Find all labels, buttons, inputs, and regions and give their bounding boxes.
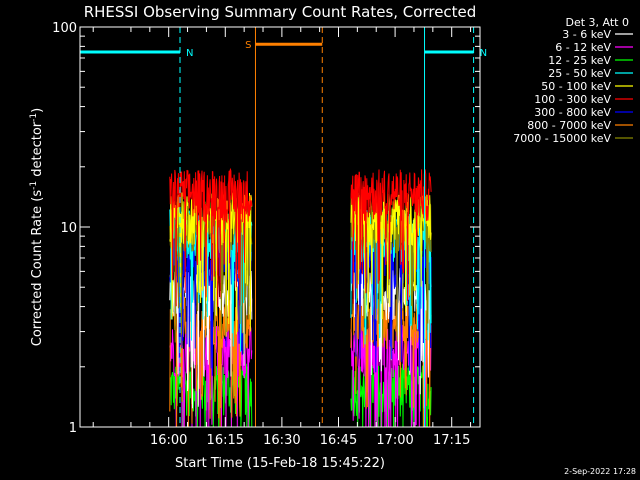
y-axis-label-sup1: -1 bbox=[29, 181, 39, 190]
legend-item: 300 - 800 keV bbox=[534, 106, 633, 119]
series-trace bbox=[350, 168, 432, 304]
tick-layer: 1 10 100 16:00 16:15 16:30 16:45 17:00 17:15 bbox=[52, 21, 480, 448]
legend-item: 7000 - 15000 keV bbox=[513, 132, 633, 145]
y-axis-label-main: Corrected Count Rate (s bbox=[30, 190, 45, 347]
legend-item: 100 - 300 keV bbox=[534, 93, 633, 106]
y-axis-label: Corrected Count Rate (s-1 detector-1) bbox=[29, 108, 45, 346]
footer-date: 2-Sep-2022 17:28 bbox=[564, 467, 636, 476]
annotation-label: N bbox=[480, 48, 487, 59]
legend-label: 25 - 50 keV bbox=[548, 67, 611, 80]
chart-title: RHESSI Observing Summary Count Rates, Co… bbox=[84, 3, 477, 21]
y-tick-label: 10 bbox=[60, 221, 77, 236]
x-tick-label: 16:45 bbox=[320, 433, 357, 448]
legend-item: 12 - 25 keV bbox=[548, 54, 633, 67]
x-axis-label: Start Time (15-Feb-18 15:45:22) bbox=[175, 456, 385, 471]
legend-item: 50 - 100 keV bbox=[541, 80, 633, 93]
y-tick-label: 100 bbox=[52, 21, 77, 36]
annotation-s-2: S bbox=[245, 27, 323, 427]
y-axis-label-sup2: -1 bbox=[29, 113, 39, 122]
series-100to300keV bbox=[169, 167, 432, 307]
legend-label: 300 - 800 keV bbox=[534, 106, 611, 119]
annotation-label: N bbox=[186, 48, 193, 59]
x-tick-label: 16:15 bbox=[207, 433, 244, 448]
y-tick-label: 1 bbox=[69, 421, 77, 436]
series-trace bbox=[350, 192, 432, 320]
y-axis-label-mid: detector bbox=[30, 121, 45, 181]
legend-header: Det 3, Att 0 bbox=[566, 16, 630, 29]
legend-label: 12 - 25 keV bbox=[548, 54, 611, 67]
legend-label: 50 - 100 keV bbox=[541, 80, 611, 93]
x-tick-label: 17:15 bbox=[433, 433, 470, 448]
legend-label: 6 - 12 keV bbox=[555, 41, 611, 54]
series-trace bbox=[169, 167, 253, 307]
legend-item: 800 - 7000 keV bbox=[527, 119, 633, 132]
legend-label: 3 - 6 keV bbox=[562, 28, 611, 41]
legend-label: 800 - 7000 keV bbox=[527, 119, 611, 132]
legend-item: 25 - 50 keV bbox=[548, 67, 633, 80]
legend-label: 100 - 300 keV bbox=[534, 93, 611, 106]
legend-item: 3 - 6 keV bbox=[562, 28, 633, 41]
x-tick-label: 16:00 bbox=[150, 433, 187, 448]
legend-item: 6 - 12 keV bbox=[555, 41, 633, 54]
annotation-label: S bbox=[245, 40, 251, 51]
x-tick-label: 16:30 bbox=[263, 433, 300, 448]
data-layer bbox=[169, 167, 432, 428]
x-tick-label: 17:00 bbox=[376, 433, 413, 448]
legend-label: 7000 - 15000 keV bbox=[513, 132, 611, 145]
y-axis-label-end: ) bbox=[30, 108, 45, 113]
